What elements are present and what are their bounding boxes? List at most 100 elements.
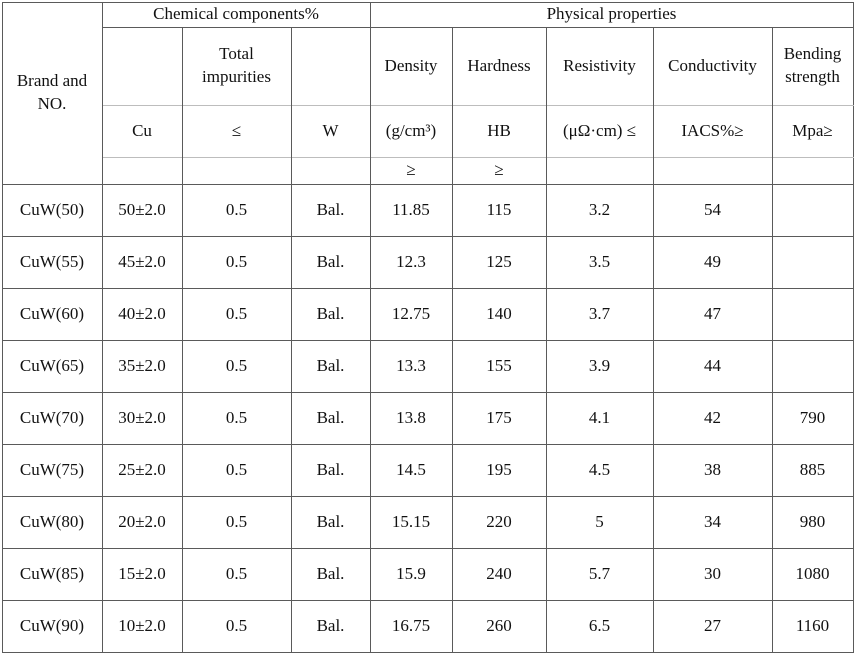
table-rule — [452, 27, 453, 653]
hardness-cell: 240 — [486, 563, 512, 583]
table-rule — [102, 27, 854, 28]
imp-cell: 0.5 — [225, 407, 248, 427]
density-header: Density — [384, 55, 438, 75]
table-rule — [2, 2, 854, 3]
bending-cell: 980 — [799, 511, 826, 531]
hardness-cell: 195 — [486, 459, 512, 479]
resistivity-cell: 3.5 — [588, 251, 611, 271]
cu-cell: 20±2.0 — [118, 511, 166, 531]
imp-cell: 0.5 — [225, 563, 248, 583]
density-cell: 15.9 — [396, 563, 426, 583]
imp-cell: 0.5 — [225, 303, 248, 323]
impurities-limit-header: ≤ — [231, 120, 242, 140]
table-rule — [102, 105, 854, 106]
table-rule — [653, 27, 654, 653]
cu-cell: 40±2.0 — [118, 303, 166, 323]
cu-cell: 50±2.0 — [118, 199, 166, 219]
imp-cell: 0.5 — [225, 251, 248, 271]
physical-properties-header: Physical properties — [546, 4, 677, 24]
conductivity-cell: 38 — [704, 459, 721, 479]
bending-cell: 790 — [799, 407, 826, 427]
w-cell: Bal. — [316, 199, 345, 219]
brand-cell: CuW(60) — [19, 303, 85, 323]
hardness-cell: 155 — [486, 355, 512, 375]
resistivity-cell: 5 — [595, 511, 604, 531]
cu-cell: 10±2.0 — [118, 615, 166, 635]
table-rule — [772, 27, 773, 653]
brand-header: Brand and NO. — [16, 71, 88, 113]
resistivity-cell: 6.5 — [588, 615, 611, 635]
resistivity-unit-header: (μΩ·cm) ≤ — [562, 120, 637, 140]
table-rule — [291, 27, 292, 653]
table-rule — [2, 444, 854, 445]
density-cell: 11.85 — [392, 199, 430, 219]
conductivity-cell: 44 — [704, 355, 721, 375]
conductivity-cell: 30 — [704, 563, 721, 583]
table-rule — [2, 548, 854, 549]
density-cell: 12.3 — [396, 251, 426, 271]
hardness-cell: 260 — [486, 615, 512, 635]
table-rule — [2, 184, 854, 185]
cu-cell: 30±2.0 — [118, 407, 166, 427]
table-rule — [102, 2, 103, 653]
conductivity-cell: 47 — [704, 303, 721, 323]
brand-cell: CuW(90) — [19, 615, 85, 635]
resistivity-cell: 4.1 — [588, 407, 611, 427]
bending-cell: 1160 — [795, 615, 830, 635]
density-unit-header: (g/cm³) — [385, 120, 437, 140]
brand-cell: CuW(85) — [19, 563, 85, 583]
cu-cell: 25±2.0 — [118, 459, 166, 479]
bending-cell — [772, 236, 853, 288]
table-rule — [546, 27, 547, 653]
density-cell: 14.5 — [396, 459, 426, 479]
hardness-cell: 115 — [486, 199, 512, 219]
resistivity-cell: 3.9 — [588, 355, 611, 375]
cu-header: Cu — [132, 120, 152, 140]
conductivity-cell: 54 — [704, 199, 721, 219]
density-cell: 12.75 — [391, 303, 431, 323]
hardness-unit-header: HB — [487, 120, 511, 140]
density-cell: 13.3 — [396, 355, 426, 375]
table-rule — [370, 2, 371, 653]
density-min-header: ≥ — [406, 160, 416, 180]
table-rule — [2, 652, 854, 653]
hardness-cell: 220 — [486, 511, 512, 531]
bending-cell — [772, 184, 853, 236]
w-cell: Bal. — [316, 251, 345, 271]
table-rule — [2, 2, 3, 653]
w-header: W — [322, 120, 339, 140]
hardness-cell: 125 — [486, 251, 512, 271]
bending-cell: 885 — [799, 459, 826, 479]
resistivity-cell: 5.7 — [588, 563, 611, 583]
brand-cell: CuW(65) — [19, 355, 85, 375]
hardness-header: Hardness — [467, 55, 531, 75]
conductivity-header: Conductivity — [668, 55, 757, 75]
brand-cell: CuW(55) — [19, 251, 85, 271]
table-rule — [102, 157, 854, 158]
w-cell: Bal. — [316, 511, 345, 531]
cu-cell: 15±2.0 — [118, 563, 166, 583]
conductivity-cell: 34 — [704, 511, 721, 531]
imp-cell: 0.5 — [225, 355, 248, 375]
w-cell: Bal. — [316, 459, 345, 479]
cu-cell: 35±2.0 — [118, 355, 166, 375]
cu-cell: 45±2.0 — [118, 251, 166, 271]
bending-strength-header: Bending strength — [783, 44, 842, 86]
bending-cell — [772, 288, 853, 340]
resistivity-cell: 3.7 — [588, 303, 611, 323]
w-cell: Bal. — [316, 303, 345, 323]
density-cell: 15.15 — [391, 511, 431, 531]
table-rule — [2, 496, 854, 497]
w-cell: Bal. — [316, 355, 345, 375]
resistivity-cell: 3.2 — [588, 199, 611, 219]
chemical-components-header: Chemical components% — [153, 4, 319, 24]
hardness-cell: 175 — [486, 407, 512, 427]
brand-cell: CuW(80) — [19, 511, 85, 531]
imp-cell: 0.5 — [225, 459, 248, 479]
bending-unit-header: Mpa≥ — [792, 120, 833, 140]
hardness-min-header: ≥ — [494, 160, 504, 180]
conductivity-cell: 27 — [704, 615, 721, 635]
bending-cell: 1080 — [795, 563, 830, 583]
table-rule — [853, 2, 854, 653]
